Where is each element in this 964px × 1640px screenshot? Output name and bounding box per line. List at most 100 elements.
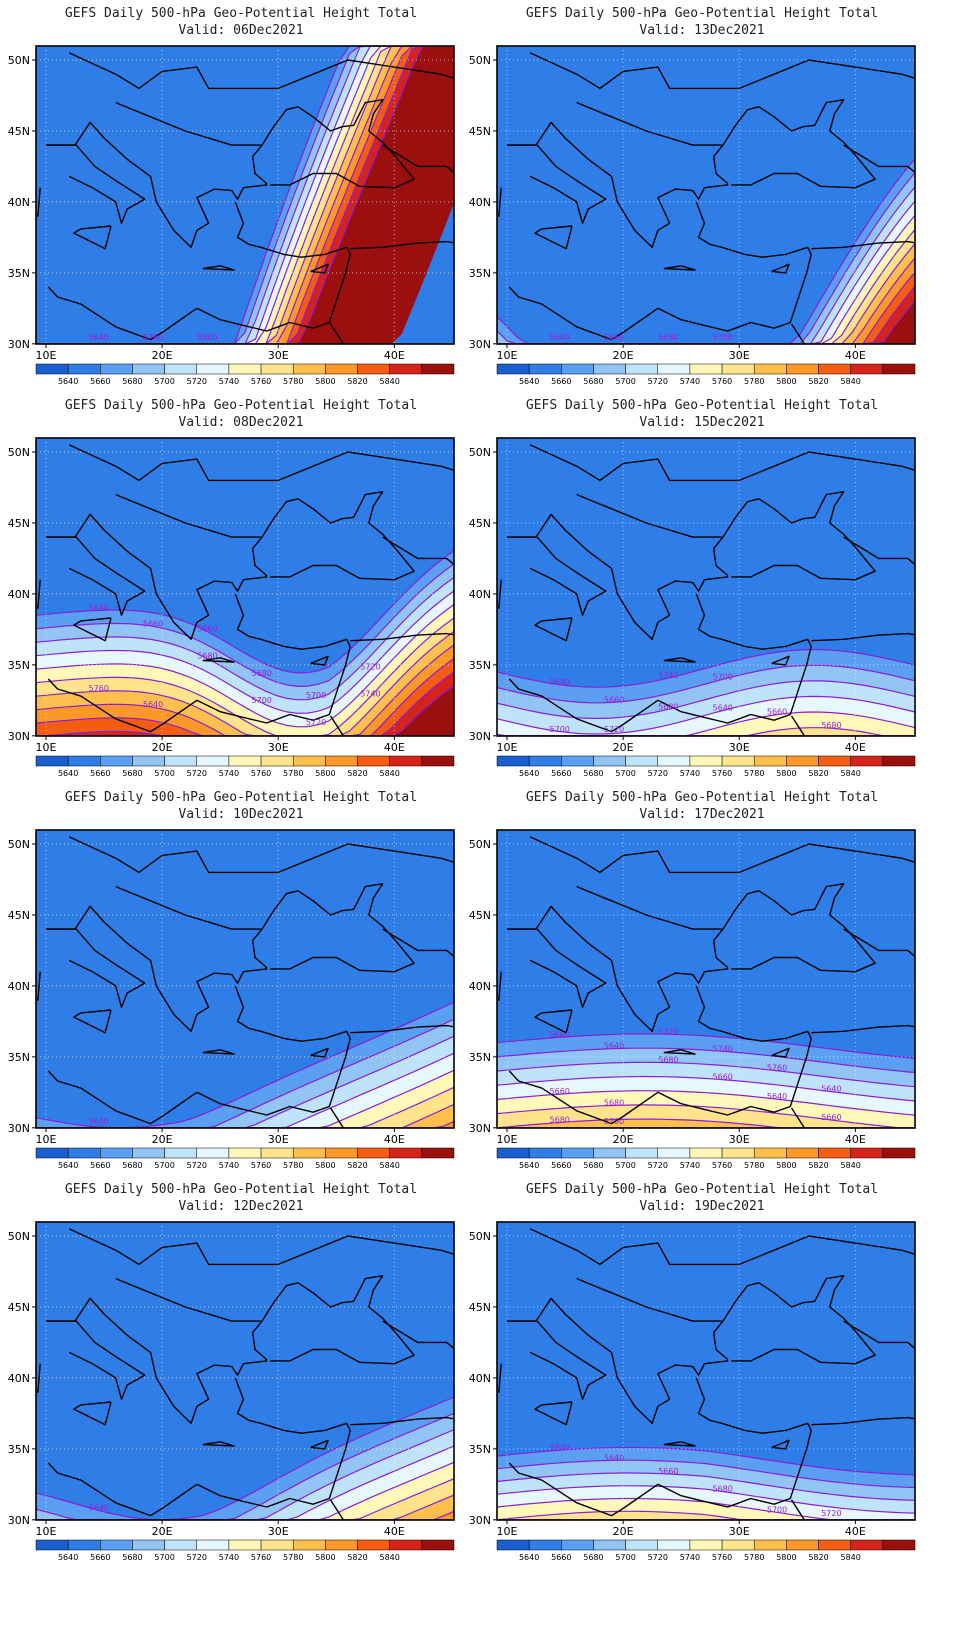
colorbar-label: 5760 <box>712 769 732 778</box>
colorbar-label: 5660 <box>90 769 110 778</box>
colorbar-label: 5660 <box>90 1553 110 1562</box>
contour-line <box>36 657 454 736</box>
coastline <box>507 99 876 248</box>
contour-label: 5780 <box>143 333 163 342</box>
contour-line <box>497 1472 915 1501</box>
lat-tick-label: 35N <box>469 1051 491 1064</box>
coastline <box>277 451 454 482</box>
lat-tick-label: 30N <box>469 1514 491 1527</box>
coastline <box>68 1228 279 1266</box>
colorbar-swatch <box>528 755 562 767</box>
axes: 50N 45N 40N 35N 30N 10E 20E 30E 40E <box>469 54 866 362</box>
coastline <box>115 493 261 538</box>
lat-tick-label: 50N <box>8 838 30 851</box>
lat-tick-label: 40N <box>8 196 30 209</box>
colorbar-label: 5760 <box>712 377 732 386</box>
lat-tick-label: 45N <box>469 517 491 530</box>
coastline <box>507 144 607 224</box>
height-band <box>36 46 454 344</box>
axes: 50N 45N 40N 35N 30N 10E 20E 30E 40E <box>469 1230 866 1538</box>
contour-line <box>36 46 454 344</box>
height-band <box>497 665 915 719</box>
coastline <box>738 843 915 874</box>
contour-label: 5720 <box>306 718 326 727</box>
colorbar-swatch <box>389 363 423 375</box>
lon-tick-label: 30E <box>729 349 750 362</box>
colorbar-label: 5640 <box>58 769 78 778</box>
colorbar-label: 5800 <box>776 377 796 386</box>
contour-label: 5700 <box>604 1117 624 1126</box>
colorbar-label: 5840 <box>841 1161 861 1170</box>
colorbar-label: 5820 <box>808 377 828 386</box>
colorbar-swatch <box>818 755 851 767</box>
contour-labels: 5640 5780 5800 <box>89 333 218 342</box>
coastline <box>738 59 915 90</box>
coastline <box>36 579 41 609</box>
colorbar-swatch <box>357 755 390 767</box>
colorbar-label: 5740 <box>680 377 700 386</box>
colorbar-swatch <box>164 755 198 767</box>
contour-line <box>497 200 915 344</box>
coastlines <box>497 1228 915 1520</box>
coastline <box>277 59 454 90</box>
height-band <box>497 1048 915 1087</box>
colorbar-swatch <box>657 755 691 767</box>
contour-line <box>36 590 454 714</box>
colorbar-swatch <box>260 1147 294 1159</box>
axes: 50N 45N 40N 35N 30N 10E 20E 30E 40E <box>469 838 866 1146</box>
contour-labels: 5660 5640 5680 5660 5640 5660 5680 5700 5720 5740… <box>550 1027 842 1126</box>
lat-tick-label: 30N <box>469 338 491 351</box>
colorbar-swatch <box>528 1539 562 1551</box>
coastline <box>350 632 454 642</box>
colorbar-label: 5820 <box>808 1553 828 1562</box>
colorbar-label: 5740 <box>680 1553 700 1562</box>
contour-line <box>497 695 915 735</box>
coastline <box>508 1377 812 1517</box>
colorbar-label: 5840 <box>380 1161 400 1170</box>
coastline <box>811 1416 915 1426</box>
contour-line <box>36 671 454 736</box>
coastline <box>202 1441 235 1447</box>
contour-line <box>497 186 915 344</box>
lon-tick-label: 40E <box>845 349 866 362</box>
colorbar-label: 5640 <box>58 1161 78 1170</box>
coastline <box>382 928 454 958</box>
contour-line <box>497 711 915 736</box>
contour-line <box>36 550 454 674</box>
colorbar-swatch <box>561 363 594 375</box>
coastline <box>382 1320 454 1350</box>
contour-line <box>497 680 915 719</box>
coastline <box>507 883 876 1032</box>
coastline <box>529 1228 740 1266</box>
colorbar-label: 5660 <box>90 1161 110 1170</box>
coastline <box>350 1024 454 1034</box>
axes: 50N 45N 40N 35N 30N 10E 20E 30E 40E <box>8 446 405 754</box>
lat-tick-label: 30N <box>8 1514 30 1527</box>
colorbar-swatch <box>35 363 69 375</box>
coastline <box>68 52 279 90</box>
colorbar-label: 5820 <box>347 377 367 386</box>
colorbar-label: 5720 <box>187 377 207 386</box>
map-plot: 5640 5660 5680 5640 5660 5680 5700 5720 5740 5700… <box>469 437 916 778</box>
coastline <box>529 444 740 482</box>
colorbar-label: 5760 <box>712 1161 732 1170</box>
lon-tick-label: 10E <box>497 1525 518 1538</box>
contour-label: 5640 <box>767 1092 787 1101</box>
contour-line <box>36 1018 454 1128</box>
colorbar-label: 5740 <box>219 1553 239 1562</box>
lat-tick-label: 40N <box>469 196 491 209</box>
lon-tick-label: 20E <box>613 349 634 362</box>
lon-tick-label: 20E <box>613 741 634 754</box>
colorbar-swatch <box>325 363 358 375</box>
height-band <box>36 658 454 736</box>
contour-line <box>36 1445 454 1520</box>
colorbar-label: 5680 <box>583 1161 603 1170</box>
coastline <box>46 536 146 616</box>
coastline <box>46 1320 146 1400</box>
coastline <box>843 928 915 958</box>
lon-tick-label: 30E <box>268 1525 289 1538</box>
map-frame <box>35 45 455 345</box>
colorbar-swatch <box>625 755 659 767</box>
contour-label: 5720 <box>821 1509 841 1518</box>
